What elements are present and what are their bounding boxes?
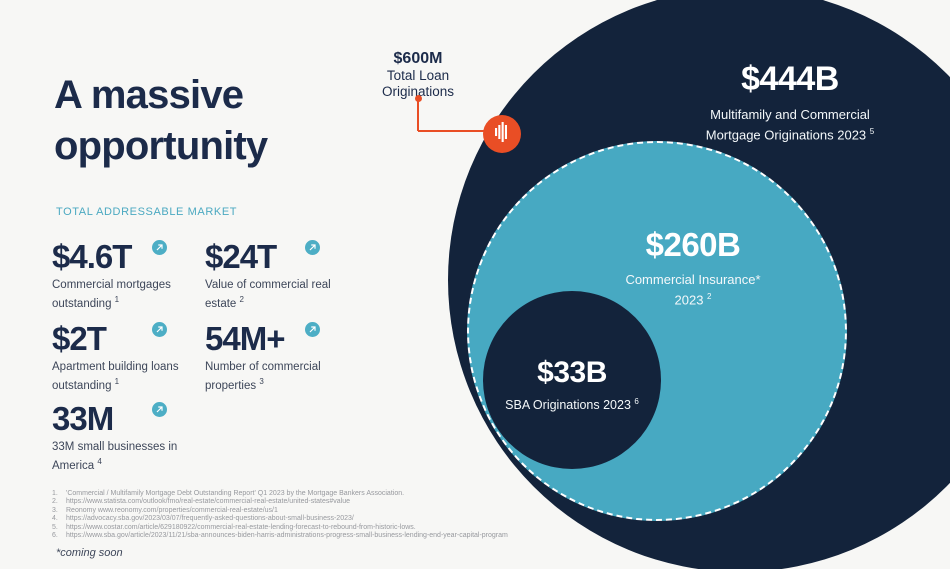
bubble-value: $260B [645, 226, 741, 263]
stat-label: Apartment building loans outstanding 1 [52, 361, 179, 392]
footnote-item: 5. https://www.costar.com/article/629180… [52, 523, 416, 531]
footnote-text: https://www.statista.com/outlook/fmo/rea… [66, 498, 351, 506]
bubble-subtitle: SBA Originations 2023 6 [505, 397, 639, 413]
stat-value: $24T [205, 238, 277, 275]
callout-connector-line-horizontal [418, 130, 485, 132]
bubble-label-260b: $260B Commercial Insurance* 2023 2 [548, 226, 838, 308]
growth-arrow-icon [305, 322, 320, 337]
stat-label: 33M small businesses in America 4 [52, 441, 178, 472]
coming-soon-note: *coming soon [56, 547, 123, 559]
footnote-item: 4. https://advocacy.sba.gov/2023/03/07/f… [52, 515, 354, 523]
footnote-item: 2. https://www.statista.com/outlook/fmo/… [52, 498, 351, 506]
bubble-value: $33B [537, 356, 607, 389]
bubble-subtitle: Multifamily and Commercial Mortgage Orig… [705, 107, 875, 143]
footnote-text: https://advocacy.sba.gov/2023/03/07/freq… [66, 515, 354, 523]
bubble-value: $444B [741, 60, 839, 98]
stat-commercial-properties: 54M+ Number of commercial properties 3 [205, 320, 355, 393]
tam-bubble-inner-33b [483, 291, 661, 469]
section-label: TOTAL ADDRESSABLE MARKET [56, 206, 238, 218]
callout-connector-line-vertical [417, 100, 419, 131]
growth-arrow-icon [305, 240, 320, 255]
stat-apartment-loans: $2T Apartment building loans outstanding… [52, 320, 202, 393]
stat-label: Commercial mortgages outstanding 1 [52, 279, 171, 310]
stat-label: Value of commercial real estate 2 [205, 279, 331, 310]
stat-commercial-mortgages: $4.6T Commercial mortgages outstanding 1 [52, 238, 202, 311]
footnote-item: 3. Reonomy www.reonomy.com/properties/co… [52, 506, 278, 514]
stat-value: $4.6T [52, 238, 132, 275]
bubble-label-444b: $444B Multifamily and Commercial Mortgag… [645, 60, 935, 143]
stat-value: $2T [52, 320, 107, 357]
callout-label-line1: Total Loan [386, 68, 450, 83]
stat-value: 33M [52, 400, 114, 437]
footnote-text: https://www.costar.com/article/629180922… [66, 523, 416, 531]
stat-small-businesses: 33M 33M small businesses in America 4 [52, 400, 202, 473]
loan-originations-callout: $600M Total Loan Originations [362, 50, 474, 100]
callout-label-line2: Originations [381, 84, 455, 99]
footnote-text: Reonomy www.reonomy.com/properties/comme… [66, 506, 278, 514]
page-title: A massive opportunity [54, 73, 268, 168]
growth-arrow-icon [152, 322, 167, 337]
footnote-item: 6. https://www.sba.gov/article/2023/11/2… [52, 532, 508, 540]
bubble-subtitle: Commercial Insurance* 2023 2 [625, 272, 761, 308]
footnote-text: https://www.sba.gov/article/2023/11/21/s… [66, 532, 508, 540]
company-logo-badge [483, 115, 521, 153]
growth-arrow-icon [152, 402, 167, 417]
building-bars-icon [494, 121, 510, 148]
footnote-list: 1. 'Commercial / Multifamily Mortgage De… [52, 490, 508, 540]
stat-value: 54M+ [205, 320, 285, 357]
callout-value: $600M [393, 50, 443, 67]
callout-anchor-dot [415, 95, 422, 102]
stat-cre-value: $24T Value of commercial real estate 2 [205, 238, 355, 311]
footnote-text: 'Commercial / Multifamily Mortgage Debt … [66, 490, 405, 497]
bubble-label-33b: $33B SBA Originations 2023 6 [477, 356, 667, 412]
growth-arrow-icon [152, 240, 167, 255]
stat-label: Number of commercial properties 3 [205, 361, 321, 392]
footnote-item: 1. 'Commercial / Multifamily Mortgage De… [52, 490, 405, 497]
